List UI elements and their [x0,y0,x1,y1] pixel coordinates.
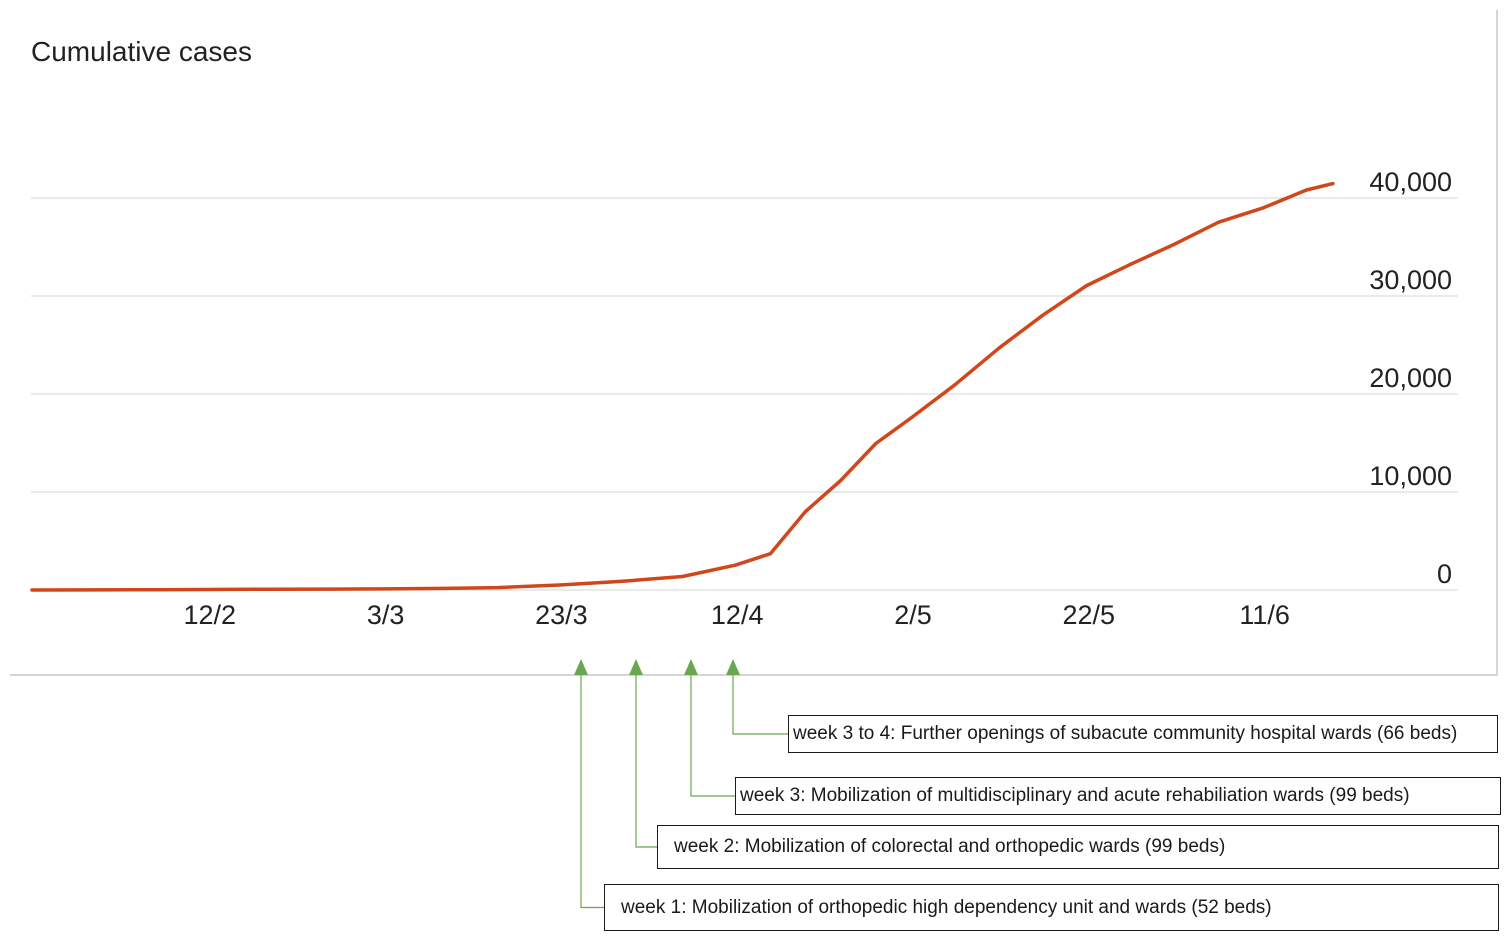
annotation-label: week 3: Mobilization of multidisciplinar… [740,785,1410,806]
data-point [206,587,210,592]
data-point [1217,220,1221,224]
annotation-arrow-3 [684,659,698,675]
data-point [874,441,878,446]
x-tick-label: 23/3 [535,600,588,630]
data-point [997,346,1001,350]
data-point [153,588,157,592]
y-tick-label: 10,000 [1369,461,1452,491]
annotation-box-week-4: week 3 to 4: Further openings of subacut… [788,715,1498,753]
data-point [619,579,623,583]
annotation-arrow-1 [574,659,588,675]
data-point [839,478,843,483]
data-point [768,552,772,556]
data-point [1173,242,1177,246]
annotation-leader-1 [580,675,604,909]
data-point [1261,206,1265,210]
data-point [30,588,34,592]
x-tick-label: 12/2 [184,600,237,630]
data-point [909,416,913,420]
x-tick-label: 2/5 [894,600,932,630]
annotation-box-week-1: week 1: Mobilization of orthopedic high … [604,884,1499,931]
y-tick-label: 30,000 [1369,265,1452,295]
data-point [496,586,500,590]
data-point [557,583,562,587]
data-point [91,588,96,592]
annotation-label: week 3 to 4: Further openings of subacut… [793,723,1458,744]
data-point [267,587,271,591]
y-tick-label: 40,000 [1369,167,1452,197]
x-tick-label: 11/6 [1239,600,1290,630]
annotation-box-week-3: week 3: Mobilization of multidisciplinar… [735,777,1501,815]
x-tick-label: 22/5 [1063,600,1116,630]
annotation-label: week 1: Mobilization of orthopedic high … [621,896,1272,918]
data-point [1304,188,1309,192]
data-point [443,586,447,590]
annotation-arrow-4 [726,659,740,675]
data-point [803,509,808,514]
annotation-box-week-2: week 2: Mobilization of colorectal and o… [657,825,1499,869]
data-point [733,563,737,567]
data-point [1085,283,1089,288]
data-point [329,587,333,591]
data-point [1331,181,1335,186]
data-point [382,587,386,591]
series-line [30,181,1335,592]
annotation-leader-4 [732,675,788,735]
data-point [1041,313,1045,317]
data-point [953,383,957,387]
data-point [680,574,685,579]
x-tick-label: 3/3 [367,600,405,630]
chart-title: Cumulative cases [31,36,252,67]
data-point [1129,262,1133,266]
y-tick-label: 20,000 [1369,363,1452,393]
panel-border [10,10,1498,676]
annotation-arrow-2 [629,659,643,675]
annotation-leader-2 [635,675,657,848]
annotation-leader-3 [690,675,735,797]
x-tick-label: 12/4 [711,600,764,630]
y-tick-label: 0 [1437,559,1452,589]
annotation-label: week 2: Mobilization of colorectal and o… [674,836,1226,857]
